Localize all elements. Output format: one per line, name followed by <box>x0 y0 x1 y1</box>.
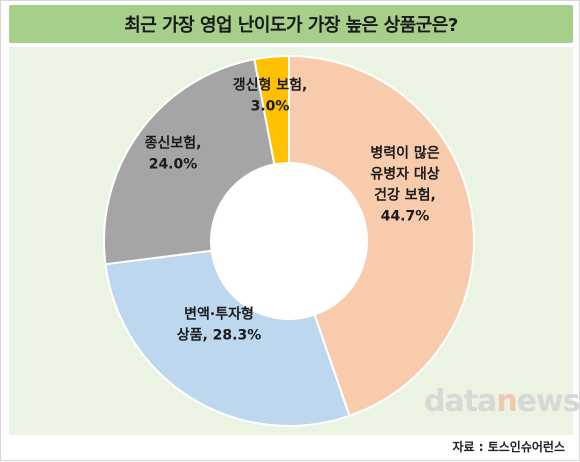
donut-slice-1 <box>288 54 475 418</box>
data-label-3: 종신보험, 24.0% <box>145 135 202 173</box>
data-label-2: 변액·투자형 상품, 28.3% <box>177 306 262 344</box>
data-label-4: 갱신형 보험, 3.0% <box>233 77 308 115</box>
donut-hole <box>212 164 366 318</box>
donut-slice-4 <box>253 54 290 166</box>
chart-title: 최근 가장 영업 난이도가 가장 높은 상품군은? <box>9 5 573 43</box>
donut-slice-3 <box>103 58 276 266</box>
data-label-1: 병력이 많은 유병자 대상 건강 보험, 44.7% <box>370 145 439 225</box>
watermark: datanews <box>424 384 580 419</box>
source-note: 자료 : 토스인슈어런스 <box>452 440 565 454</box>
donut-slice-2 <box>104 249 351 427</box>
